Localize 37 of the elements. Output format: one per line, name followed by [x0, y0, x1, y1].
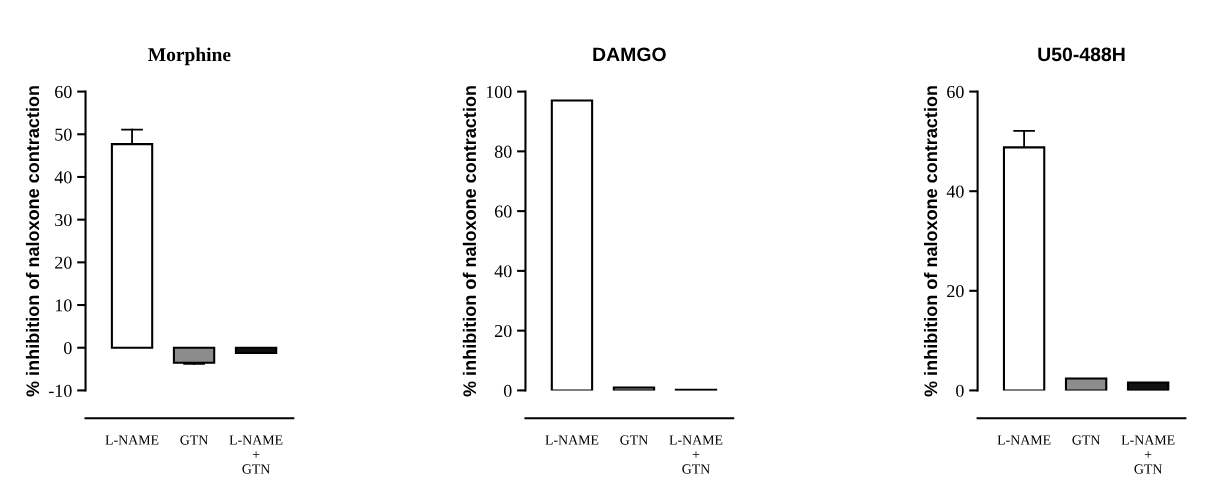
y-tick-label: 100	[486, 85, 512, 99]
bar	[1064, 377, 1108, 391]
bar	[550, 99, 594, 391]
y-tick-label: 40	[54, 171, 72, 184]
bar	[1126, 381, 1170, 391]
y-tick-label: 50	[55, 128, 72, 141]
x-tick-label: L-NAME + GTN	[229, 435, 283, 474]
y-tick-label: 30	[55, 213, 72, 227]
y-axis-title: % inhibition of naloxone contraction	[25, 86, 40, 397]
y-tick-label: -10	[48, 384, 72, 397]
y-tick-label: 60	[55, 85, 72, 99]
y-tick-label: 40	[494, 265, 512, 278]
y-axis-title: % inhibition of naloxone contraction	[462, 86, 477, 397]
x-tick-label: L-NAME + GTN	[1121, 435, 1175, 474]
x-tick-label: L-NAME	[545, 435, 599, 445]
bar	[612, 386, 656, 391]
x-tick-label: GTN	[1072, 435, 1101, 445]
chart-title: DAMGO	[593, 47, 666, 62]
chart-title: U50-488H	[1038, 47, 1125, 62]
x-tick-label: L-NAME	[105, 435, 159, 445]
y-tick-label: 0	[503, 384, 512, 397]
y-tick-label: 10	[55, 299, 72, 312]
y-tick-label: 20	[947, 285, 964, 298]
y-axis-title: % inhibition of naloxone contraction	[923, 86, 938, 397]
chart-title: Morphine	[148, 47, 231, 66]
y-tick-label: 60	[947, 85, 964, 99]
x-tick-label: GTN	[620, 435, 648, 445]
y-tick-label: 40	[946, 185, 964, 198]
y-tick-label: 20	[495, 324, 512, 338]
y-tick-label: 60	[494, 205, 512, 218]
y-tick-label: 80	[494, 145, 512, 158]
x-tick-label: L-NAME	[997, 435, 1051, 445]
y-tick-label: 0	[956, 384, 964, 397]
y-tick-label: 0	[64, 341, 72, 355]
y-tick-label: 20	[55, 256, 72, 269]
x-tick-label: L-NAME + GTN	[669, 435, 723, 474]
x-tick-label: GTN	[180, 435, 209, 445]
